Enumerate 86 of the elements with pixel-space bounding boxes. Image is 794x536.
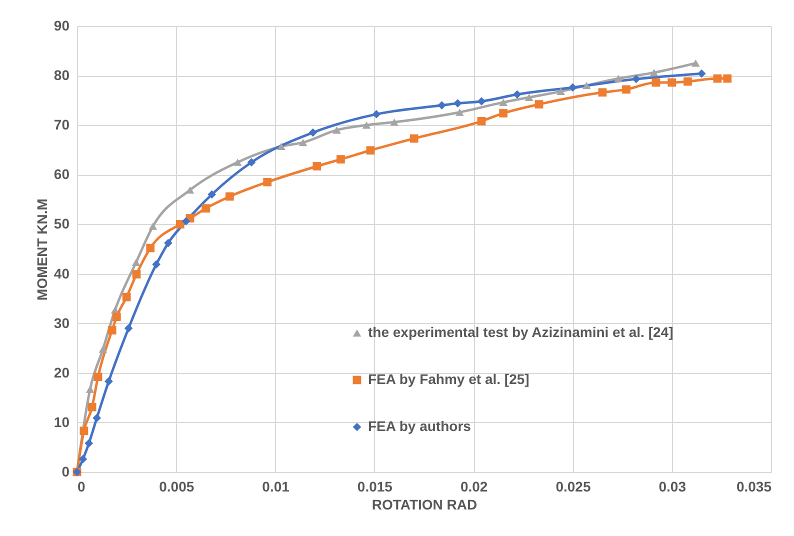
y-tick-label: 40 <box>54 265 70 282</box>
point <box>92 414 102 422</box>
x-tick-label: 0.005 <box>159 478 194 494</box>
point <box>298 138 308 146</box>
point <box>132 258 140 266</box>
point <box>524 94 534 101</box>
point <box>308 128 318 137</box>
y-tick-label: 60 <box>54 166 70 182</box>
point <box>438 101 446 110</box>
x-tick-label: 0.025 <box>556 478 591 494</box>
point <box>152 260 160 269</box>
x-tick-label: 0.02 <box>460 478 488 494</box>
point <box>499 109 508 118</box>
point <box>723 74 732 83</box>
y-tick-label: 80 <box>54 67 70 84</box>
point <box>568 83 577 92</box>
point <box>124 324 133 332</box>
legend-label: the experimental test by Azizinamini et al. [24] <box>368 324 674 340</box>
point <box>86 386 94 393</box>
point <box>614 74 623 82</box>
point <box>98 345 108 353</box>
point <box>652 78 660 87</box>
point <box>263 178 272 186</box>
point <box>713 74 722 83</box>
point <box>362 121 371 129</box>
point <box>336 155 345 164</box>
point <box>684 77 692 86</box>
point <box>650 68 658 76</box>
x-tick-label: 0.03 <box>658 478 686 494</box>
point <box>410 134 418 143</box>
point <box>277 142 286 150</box>
point <box>208 190 216 199</box>
point <box>88 402 96 412</box>
y-axis-title: MOMENT KN.M <box>34 198 50 300</box>
legend-label: FEA by authors <box>368 418 472 434</box>
point <box>148 222 158 230</box>
point <box>146 244 155 252</box>
point <box>668 78 676 87</box>
point <box>332 126 341 134</box>
y-tick-label: 50 <box>54 216 70 232</box>
x-tick-label: 0 <box>78 478 86 494</box>
point <box>477 116 486 126</box>
point <box>622 85 630 94</box>
point <box>372 110 381 118</box>
point <box>80 426 88 436</box>
point <box>312 162 322 170</box>
point <box>78 454 88 464</box>
point <box>225 192 234 201</box>
point <box>112 312 121 322</box>
y-tick-label: 70 <box>54 116 70 133</box>
point <box>164 238 172 248</box>
point <box>454 99 462 108</box>
y-tick-label: 90 <box>54 18 70 34</box>
point <box>132 270 141 278</box>
point <box>598 88 607 97</box>
point <box>456 108 464 116</box>
point <box>534 100 544 108</box>
x-tick-label: 0.035 <box>736 478 772 494</box>
point <box>632 74 640 84</box>
point <box>556 88 565 96</box>
y-tick-label: 30 <box>54 314 70 331</box>
point <box>94 372 102 382</box>
point <box>366 146 375 155</box>
point <box>513 90 522 99</box>
point <box>390 118 398 126</box>
point <box>122 292 131 302</box>
point <box>247 158 256 166</box>
y-tick-label: 20 <box>54 364 70 380</box>
point <box>233 158 242 166</box>
point <box>104 377 113 386</box>
legend-label: FEA by Fahmy et al. [25] <box>368 371 530 387</box>
point <box>108 326 116 334</box>
point <box>697 69 706 78</box>
point <box>182 217 190 226</box>
y-tick-label: 0 <box>62 464 70 480</box>
x-tick-label: 0.015 <box>357 478 393 494</box>
point <box>477 97 486 106</box>
x-axis-title: ROTATION RAD <box>372 496 478 512</box>
point <box>202 204 210 213</box>
point <box>691 60 700 67</box>
point <box>499 98 508 106</box>
point <box>582 82 591 90</box>
y-tick-label: 10 <box>54 414 70 430</box>
point <box>176 220 184 228</box>
point <box>84 439 94 448</box>
x-tick-label: 0.01 <box>262 478 290 494</box>
